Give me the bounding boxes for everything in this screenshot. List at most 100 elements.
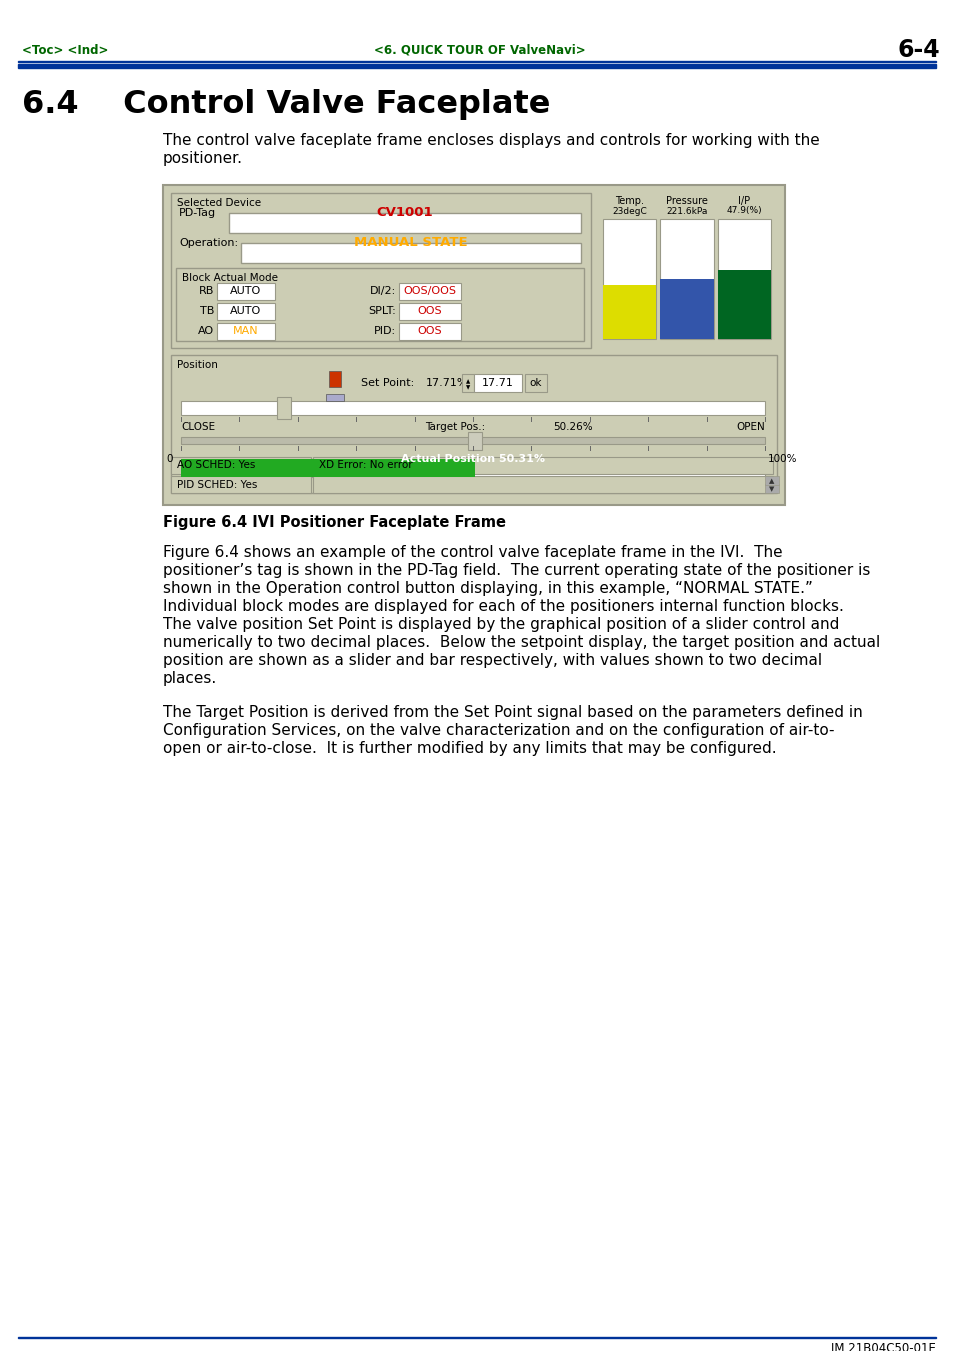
Text: Operation:: Operation: [179,238,238,249]
Text: position are shown as a slider and bar respectively, with values shown to two de: position are shown as a slider and bar r… [163,654,821,669]
Text: Pressure: Pressure [665,196,707,205]
Bar [461,374,474,392]
Text: Figure 6.4 IVI Positioner Faceplate Frame: Figure 6.4 IVI Positioner Faceplate Fram… [163,516,505,531]
Text: The control valve faceplate frame encloses displays and controls for working wit: The control valve faceplate frame enclos… [163,132,819,147]
Bar [659,219,713,339]
Text: 221.6kPa: 221.6kPa [665,207,707,216]
Bar [398,303,460,319]
Text: XD Error: No error: XD Error: No error [318,461,413,470]
Bar [313,476,772,493]
Bar [171,193,590,349]
Text: AUTO: AUTO [230,286,261,296]
Text: Actual Position 50.31%: Actual Position 50.31% [400,454,544,463]
Text: 17.71%: 17.71% [426,378,468,388]
Bar [764,476,779,485]
Bar [18,63,935,68]
Text: 17.71: 17.71 [481,378,514,388]
Bar [181,401,764,415]
Bar [659,280,713,339]
Text: Selected Device: Selected Device [177,199,261,208]
Bar [175,267,583,340]
Text: RB: RB [198,286,213,296]
Bar [398,323,460,339]
Text: PID SCHED: Yes: PID SCHED: Yes [177,480,257,489]
Text: 6-4: 6-4 [897,38,939,62]
Text: OOS/OOS: OOS/OOS [403,286,456,296]
Text: 0: 0 [167,454,172,463]
Text: DI/2:: DI/2: [370,286,395,296]
Bar [18,1336,935,1337]
Bar [171,355,776,493]
Bar [277,397,291,419]
Text: The Target Position is derived from the Set Point signal based on the parameters: The Target Position is derived from the … [163,705,862,720]
Text: AO: AO [197,326,213,336]
Text: MAN: MAN [233,326,258,336]
Text: AO SCHED: Yes: AO SCHED: Yes [177,461,255,470]
Bar [171,457,311,474]
Text: <6. QUICK TOUR OF ValveNavi>: <6. QUICK TOUR OF ValveNavi> [374,43,585,57]
Bar [467,432,481,450]
Text: OPEN: OPEN [736,422,764,432]
Text: Figure 6.4 shows an example of the control valve faceplate frame in the IVI.  Th: Figure 6.4 shows an example of the contr… [163,546,781,561]
Bar [326,376,344,394]
Text: Set Point:: Set Point: [360,378,414,388]
Bar [163,185,784,505]
Bar [216,323,274,339]
Bar [216,282,274,300]
Text: 23degC: 23degC [612,207,646,216]
Text: Position: Position [177,359,217,370]
Bar [18,61,935,62]
Text: I/P: I/P [738,196,750,205]
Text: PD-Tag: PD-Tag [179,208,216,218]
Bar [524,374,546,392]
Text: Temp.: Temp. [615,196,643,205]
Text: PID:: PID: [374,326,395,336]
Text: Individual block modes are displayed for each of the positioners internal functi: Individual block modes are displayed for… [163,600,843,615]
Text: TB: TB [199,305,213,316]
Bar [229,213,580,232]
Text: The valve position Set Point is displayed by the graphical position of a slider : The valve position Set Point is displaye… [163,617,839,632]
Text: <Toc> <Ind>: <Toc> <Ind> [22,43,109,57]
Text: positioner’s tag is shown in the PD-Tag field.  The current operating state of t: positioner’s tag is shown in the PD-Tag … [163,563,869,578]
Text: numerically to two decimal places.  Below the setpoint display, the target posit: numerically to two decimal places. Below… [163,635,880,650]
Bar [181,459,764,477]
Text: OOS: OOS [417,305,442,316]
Bar [602,219,656,339]
Text: SPLT:: SPLT: [368,305,395,316]
Bar [398,282,460,300]
Text: ▲: ▲ [768,478,774,484]
Bar [602,285,656,339]
Text: places.: places. [163,671,217,686]
Text: MANUAL STATE: MANUAL STATE [354,236,467,250]
Bar [171,476,311,493]
Text: ok: ok [529,378,541,388]
Text: shown in the Operation control button displaying, in this example, “NORMAL STATE: shown in the Operation control button di… [163,581,812,597]
Bar [181,459,475,477]
Text: open or air-to-close.  It is further modified by any limits that may be configur: open or air-to-close. It is further modi… [163,742,776,757]
Text: 6.4    Control Valve Faceplate: 6.4 Control Valve Faceplate [22,89,550,120]
Text: Block Actual Mode: Block Actual Mode [182,273,277,282]
Text: CV1001: CV1001 [376,207,433,219]
Text: ▲
▼: ▲ ▼ [465,380,470,390]
Text: 47.9(%): 47.9(%) [726,207,761,216]
Bar [326,394,344,401]
Text: ▼: ▼ [768,486,774,492]
Bar [216,303,274,319]
Text: Configuration Services, on the valve characterization and on the configuration o: Configuration Services, on the valve cha… [163,724,834,739]
Bar [181,436,764,444]
Text: 100%: 100% [767,454,797,463]
Text: Target Pos.:: Target Pos.: [425,422,485,432]
Bar [329,372,340,386]
Bar [241,243,580,263]
Text: IM 21B04C50-01E: IM 21B04C50-01E [830,1342,935,1351]
Text: CLOSE: CLOSE [181,422,214,432]
Text: positioner.: positioner. [163,150,243,166]
Text: 50.26%: 50.26% [552,422,592,432]
Bar [717,219,770,339]
Bar [474,374,521,392]
Bar [313,457,772,474]
Bar [764,484,779,493]
Text: OOS: OOS [417,326,442,336]
Bar [717,270,770,339]
Text: AUTO: AUTO [230,305,261,316]
